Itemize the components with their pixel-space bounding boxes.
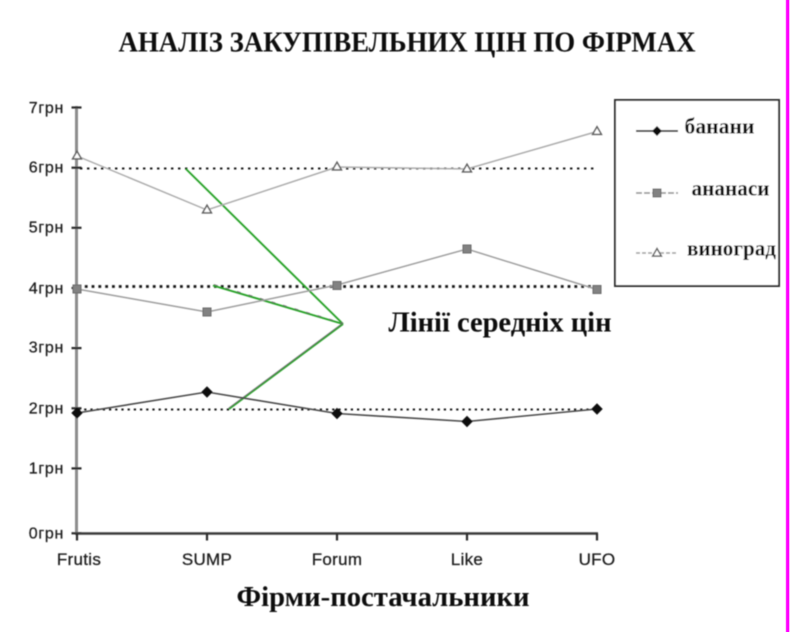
svg-text:1грн: 1грн	[29, 461, 64, 478]
svg-text:виноград: виноград	[687, 236, 776, 261]
svg-text:3грн: 3грн	[29, 340, 64, 357]
svg-text:SUMP: SUMP	[182, 550, 232, 569]
svg-text:4грн: 4грн	[29, 281, 64, 298]
svg-text:5грн: 5грн	[29, 220, 64, 237]
svg-text:АНАЛІЗ ЗАКУПІВЕЛЬНИХ ЦІН ПО ФІ: АНАЛІЗ ЗАКУПІВЕЛЬНИХ ЦІН ПО ФІРМАХ	[119, 28, 696, 59]
svg-text:Frutis: Frutis	[57, 550, 101, 569]
svg-text:7грн: 7грн	[29, 100, 64, 117]
svg-text:0грн: 0грн	[29, 526, 64, 543]
svg-text:банани: банани	[685, 114, 755, 139]
svg-text:Like: Like	[451, 550, 483, 569]
svg-text:Фірми-постачальники: Фірми-постачальники	[237, 581, 530, 613]
svg-text:Forum: Forum	[312, 550, 363, 569]
svg-text:ананаси: ананаси	[692, 176, 770, 201]
svg-text:6грн: 6грн	[29, 160, 64, 177]
svg-text:UFO: UFO	[579, 550, 616, 569]
svg-text:Лінії середніх цін: Лінії середніх цін	[389, 308, 612, 339]
svg-text:2грн: 2грн	[29, 401, 64, 418]
